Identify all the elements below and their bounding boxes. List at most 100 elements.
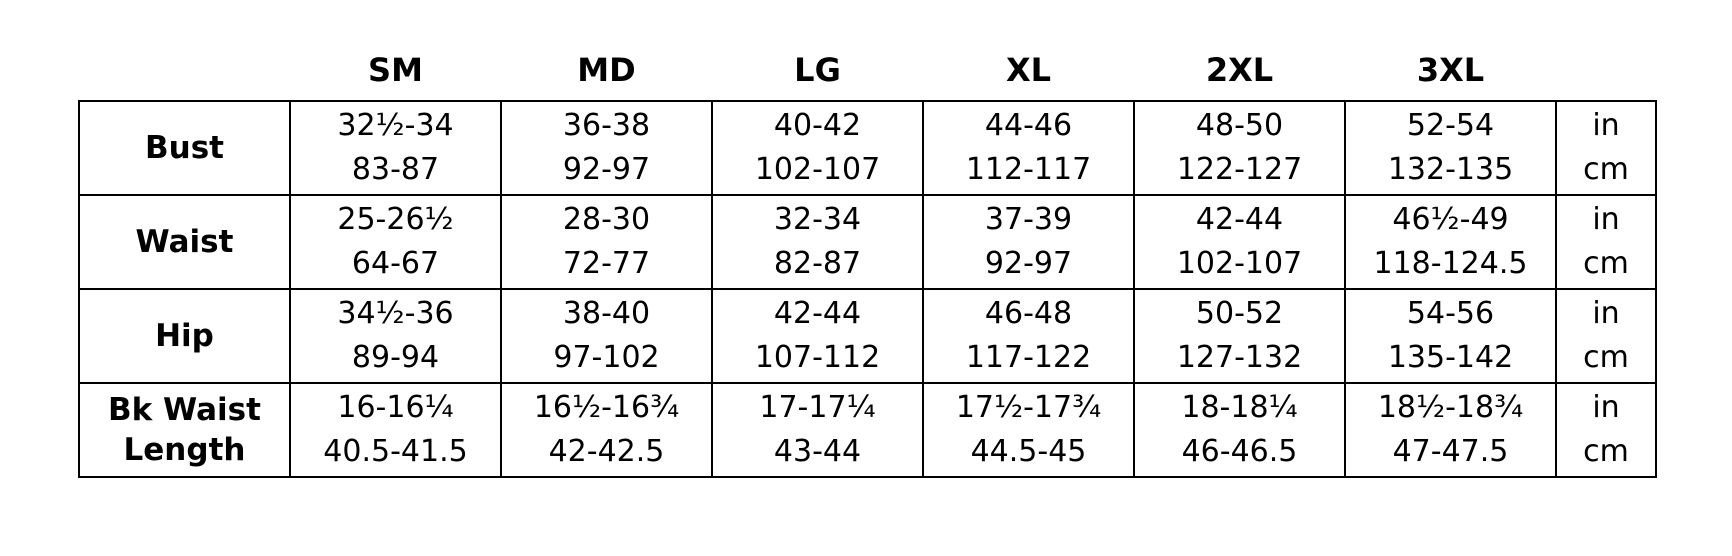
measurement: 38-40 xyxy=(562,296,651,331)
measurement: 92-97 xyxy=(984,246,1073,281)
unit-cell: in cm xyxy=(1555,100,1657,196)
unit: in xyxy=(1592,390,1620,425)
size-cell: 37-39 92-97 xyxy=(922,194,1135,290)
measurement: 47-47.5 xyxy=(1392,434,1509,469)
size-cell: 48-50 122-127 xyxy=(1133,100,1346,196)
measurement: 44-46 xyxy=(984,108,1073,143)
measurement: 43-44 xyxy=(773,434,862,469)
column-header: 2XL xyxy=(1205,51,1274,89)
size-cell: 52-54 132-135 xyxy=(1344,100,1557,196)
unit: in xyxy=(1592,296,1620,331)
measurement: 32-34 xyxy=(773,202,862,237)
unit: in xyxy=(1592,108,1620,143)
table-body: Bust 32½-34 83-87 36-38 92-97 40-42 102-107 44-… xyxy=(78,100,1657,478)
table-row: Waist 25-26½ 64-67 28-30 72-77 32-34 82-87 37-3… xyxy=(78,194,1657,290)
measurement: 52-54 xyxy=(1406,108,1495,143)
table-row: Bust 32½-34 83-87 36-38 92-97 40-42 102-107 44-… xyxy=(78,100,1657,196)
measurement: 127-132 xyxy=(1176,340,1303,375)
header-row: SM MD LG XL 2XL 3XL xyxy=(79,40,1656,101)
measurement: 28-30 xyxy=(562,202,651,237)
unit-cell: in cm xyxy=(1555,382,1657,478)
size-cell: 18½-18¾ 47-47.5 xyxy=(1344,382,1557,478)
unit: cm xyxy=(1583,340,1629,375)
row-label: Bk Waist Length xyxy=(78,382,291,478)
measurement: 42-42.5 xyxy=(548,434,665,469)
measurement: 83-87 xyxy=(351,152,440,187)
measurement: 102-107 xyxy=(754,152,881,187)
measurement: 107-112 xyxy=(754,340,881,375)
column-header: SM xyxy=(368,51,423,89)
size-chart: SM MD LG XL 2XL 3XL Bust 32½-34 83-87 36-38 92-97… xyxy=(78,40,1657,478)
size-cell: 40-42 102-107 xyxy=(711,100,924,196)
size-table: SM MD LG XL 2XL 3XL Bust 32½-34 83-87 36-38 92-97… xyxy=(78,40,1657,478)
measurement: 46½-49 xyxy=(1392,202,1509,237)
column-header: MD xyxy=(577,51,636,89)
measurement: 16-16¼ xyxy=(337,390,454,425)
measurement: 25-26½ xyxy=(337,202,454,237)
unit: cm xyxy=(1583,246,1629,281)
table-row: Bk Waist Length 16-16¼ 40.5-41.5 16½-16¾ 42-… xyxy=(78,382,1657,478)
measurement: 122-127 xyxy=(1176,152,1303,187)
measurement: 97-102 xyxy=(553,340,660,375)
measurement: 132-135 xyxy=(1387,152,1514,187)
measurement: 17½-17¾ xyxy=(955,390,1102,425)
measurement: 36-38 xyxy=(562,108,651,143)
size-cell: 50-52 127-132 xyxy=(1133,288,1346,384)
size-cell: 16-16¼ 40.5-41.5 xyxy=(289,382,502,478)
measurement: 82-87 xyxy=(773,246,862,281)
measurement: 18½-18¾ xyxy=(1377,390,1524,425)
measurement: 44.5-45 xyxy=(970,434,1087,469)
measurement: 50-52 xyxy=(1195,296,1284,331)
measurement: 18-18¼ xyxy=(1181,390,1298,425)
unit: cm xyxy=(1583,152,1629,187)
size-cell: 36-38 92-97 xyxy=(500,100,713,196)
size-cell: 38-40 97-102 xyxy=(500,288,713,384)
measurement: 34½-36 xyxy=(337,296,454,331)
size-cell: 44-46 112-117 xyxy=(922,100,1135,196)
size-cell: 18-18¼ 46-46.5 xyxy=(1133,382,1346,478)
measurement: 42-44 xyxy=(773,296,862,331)
measurement: 42-44 xyxy=(1195,202,1284,237)
measurement: 40-42 xyxy=(773,108,862,143)
size-cell: 42-44 102-107 xyxy=(1133,194,1346,290)
size-cell: 17-17¼ 43-44 xyxy=(711,382,924,478)
unit: cm xyxy=(1583,434,1629,469)
size-cell: 42-44 107-112 xyxy=(711,288,924,384)
size-cell: 46½-49 118-124.5 xyxy=(1344,194,1557,290)
measurement: 72-77 xyxy=(562,246,651,281)
measurement: 40.5-41.5 xyxy=(323,434,468,469)
column-header: LG xyxy=(794,51,841,89)
measurement: 54-56 xyxy=(1406,296,1495,331)
measurement: 46-46.5 xyxy=(1181,434,1298,469)
measurement: 17-17¼ xyxy=(759,390,876,425)
measurement: 112-117 xyxy=(965,152,1092,187)
column-header: 3XL xyxy=(1416,51,1485,89)
row-label: Waist xyxy=(78,194,291,290)
measurement: 102-107 xyxy=(1176,246,1303,281)
measurement: 48-50 xyxy=(1195,108,1284,143)
size-cell: 32½-34 83-87 xyxy=(289,100,502,196)
measurement: 46-48 xyxy=(984,296,1073,331)
unit-header xyxy=(1556,40,1656,101)
unit-cell: in cm xyxy=(1555,288,1657,384)
measurement: 64-67 xyxy=(351,246,440,281)
measurement: 117-122 xyxy=(965,340,1092,375)
measurement: 32½-34 xyxy=(337,108,454,143)
column-header: XL xyxy=(1005,51,1052,89)
size-cell: 16½-16¾ 42-42.5 xyxy=(500,382,713,478)
unit-cell: in cm xyxy=(1555,194,1657,290)
size-cell: 54-56 135-142 xyxy=(1344,288,1557,384)
corner xyxy=(79,40,290,101)
table-row: Hip 34½-36 89-94 38-40 97-102 42-44 107-112 46-… xyxy=(78,288,1657,384)
size-cell: 34½-36 89-94 xyxy=(289,288,502,384)
measurement: 118-124.5 xyxy=(1373,246,1528,281)
measurement: 37-39 xyxy=(984,202,1073,237)
size-cell: 28-30 72-77 xyxy=(500,194,713,290)
measurement: 89-94 xyxy=(351,340,440,375)
measurement: 16½-16¾ xyxy=(533,390,680,425)
measurement: 92-97 xyxy=(562,152,651,187)
size-cell: 25-26½ 64-67 xyxy=(289,194,502,290)
row-label: Bust xyxy=(78,100,291,196)
size-cell: 46-48 117-122 xyxy=(922,288,1135,384)
